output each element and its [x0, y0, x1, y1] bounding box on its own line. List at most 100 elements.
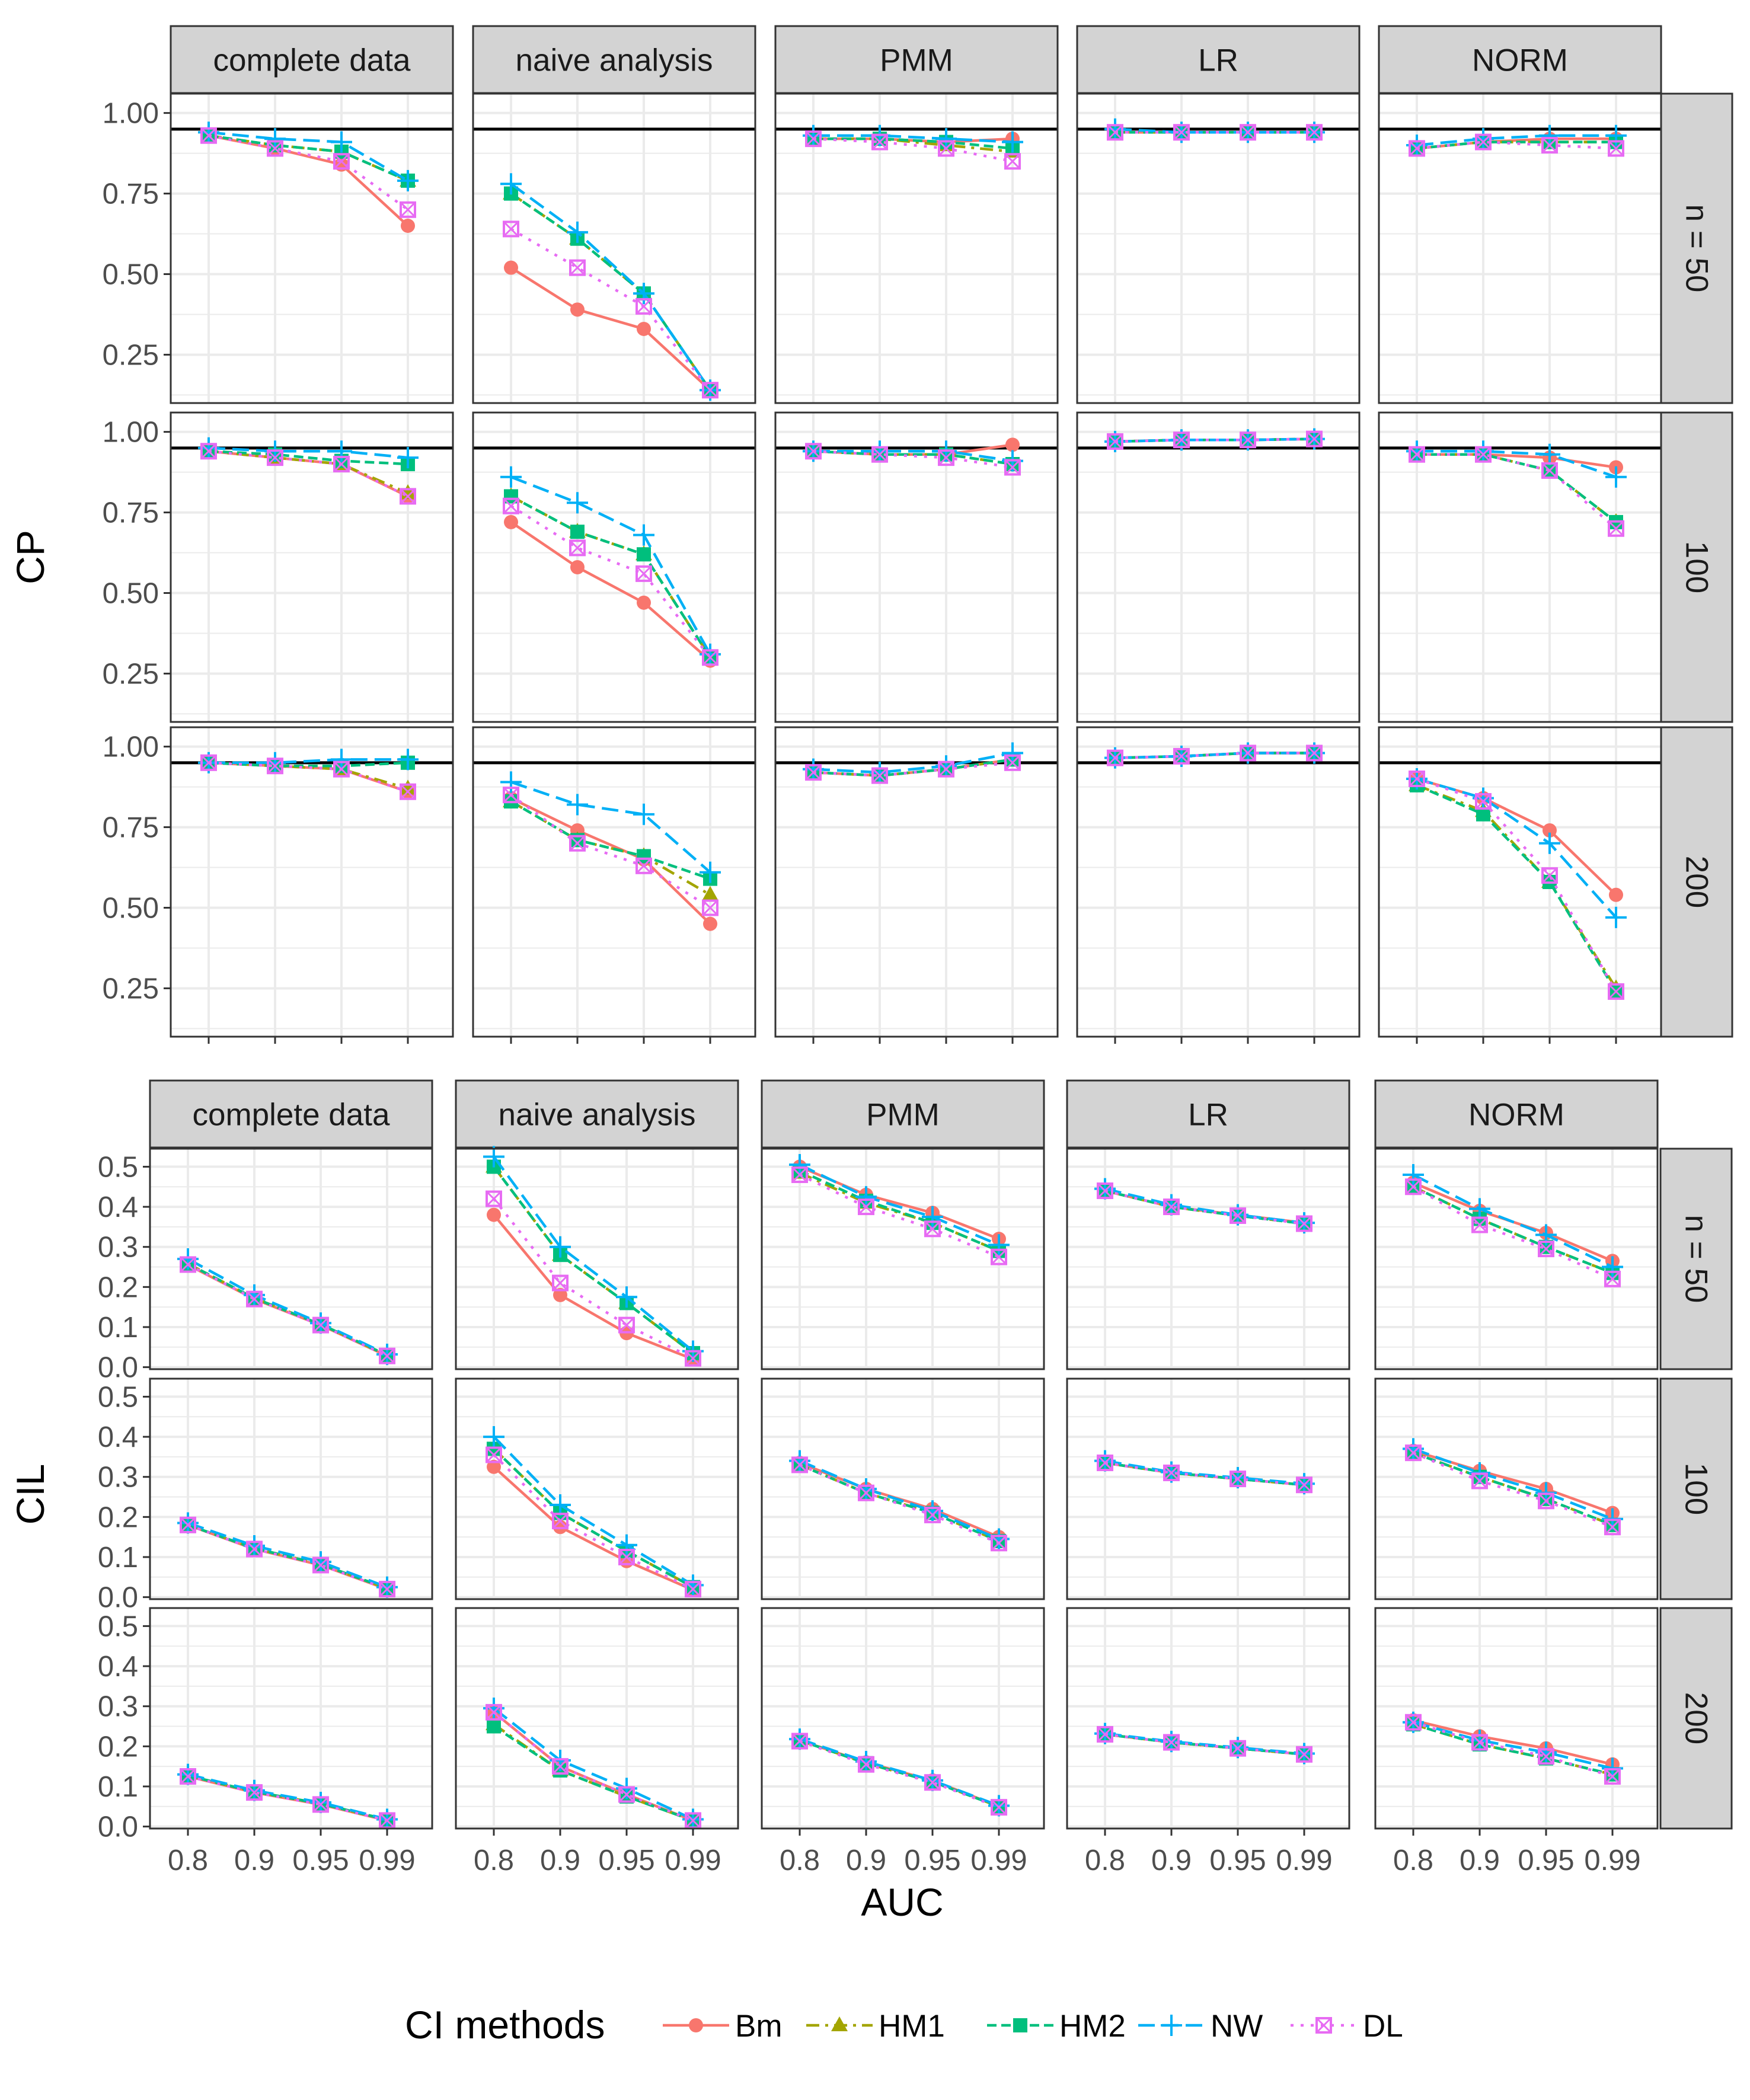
cp-panel-norm-100	[1378, 411, 1662, 723]
point-dl-0-box	[486, 1190, 502, 1207]
point-dl-2-box	[1230, 1740, 1246, 1757]
point-dl-3-box	[1604, 1270, 1621, 1287]
point-nw-3	[1002, 131, 1023, 153]
series-line-dl	[187, 1263, 388, 1357]
point-dl-1	[858, 1756, 874, 1773]
panel-border	[1378, 411, 1662, 723]
point-nw-2	[616, 1534, 637, 1556]
point-nw-2	[633, 524, 654, 546]
point-dl-3	[1608, 520, 1624, 537]
panel-background	[1077, 727, 1359, 1037]
cil-ytick-label-100-0-3: 0.3	[98, 1462, 138, 1494]
panel-border	[1374, 1377, 1659, 1600]
panel-border	[761, 1148, 1045, 1370]
point-dl-2-d2	[1541, 868, 1558, 884]
series-line-nw	[1104, 1187, 1305, 1225]
point-dl-2-box	[333, 760, 350, 778]
point-dl-1-box	[569, 835, 586, 852]
point-dl-0	[503, 220, 519, 238]
point-dl-2-box	[1541, 137, 1558, 154]
series-line-nw	[799, 1738, 999, 1807]
point-dl-0-box	[1409, 446, 1425, 463]
point-nw-3	[397, 749, 419, 771]
point-dl-3-d2	[1604, 1769, 1621, 1785]
point-dl-0-box	[503, 787, 519, 804]
point-dl-2-box	[1541, 462, 1558, 479]
point-dl-3-d2	[1296, 1477, 1312, 1493]
panel-border	[1076, 411, 1361, 723]
point-dl-1	[1475, 133, 1492, 151]
cil-xtick-label-lr-0: 0.8	[1085, 1845, 1125, 1877]
point-dl-0-d2	[791, 1457, 808, 1473]
point-dl-1-box	[858, 1756, 874, 1773]
point-dl-3-d2	[685, 1581, 701, 1597]
point-dl-0-d2	[1107, 433, 1123, 449]
panel-border	[761, 1607, 1045, 1830]
cp-panel-norm-200	[1378, 726, 1662, 1038]
point-nw-1	[1469, 1198, 1490, 1220]
series-line-nw	[1413, 1447, 1613, 1520]
point-nw-3	[397, 170, 419, 191]
cil-panel-pmm-200	[761, 1607, 1045, 1830]
point-dl-1	[871, 446, 888, 463]
point-dl-3-box	[1004, 459, 1021, 476]
point-bm-2	[637, 595, 651, 610]
point-dl-3	[1604, 1270, 1621, 1287]
cil-ytick-label-n-50-0-5: 0.5	[98, 1151, 138, 1183]
point-nw-2	[633, 803, 654, 825]
point-dl-0-box	[1097, 1182, 1113, 1200]
point-dl-2-box	[333, 456, 350, 472]
legend-key-marker-nw	[1161, 2015, 1182, 2036]
point-dl-2	[1240, 124, 1256, 141]
panel-background	[150, 1379, 432, 1599]
cp-panel-lr-100	[1076, 411, 1361, 723]
point-dl-1-box	[1173, 431, 1190, 449]
point-dl-2	[924, 1220, 941, 1238]
point-dl-2-box	[312, 1316, 329, 1334]
point-dl-1-d2	[1471, 1217, 1488, 1233]
point-nw-3	[397, 447, 419, 469]
cil-ytick-label-200-0-2: 0.2	[98, 1731, 138, 1763]
point-dl-2	[1230, 1740, 1246, 1757]
cp-strip-label-naive-analysis: naive analysis	[516, 43, 713, 78]
point-bm-0	[487, 1459, 501, 1474]
panel-background	[775, 727, 1058, 1037]
point-dl-3-d2	[400, 488, 416, 504]
series-line-nw	[1104, 1459, 1305, 1485]
point-dl-1	[552, 1758, 569, 1775]
panel-background	[762, 1608, 1044, 1829]
cp-ytick-label-100-0-25: 0.25	[103, 658, 159, 690]
point-dl-2-box	[1240, 124, 1256, 141]
point-dl-2	[636, 565, 652, 582]
panel-background	[456, 1379, 738, 1599]
panel-border	[455, 1148, 739, 1370]
point-dl-0	[503, 497, 519, 514]
point-dl-0-d2	[1409, 140, 1425, 156]
panel-border	[149, 1607, 433, 1830]
point-dl-3-box	[379, 1347, 395, 1364]
legend-item-dl: DL	[1291, 2009, 1403, 2044]
point-dl-3-d2	[702, 900, 718, 916]
cil-panel-pmm-n-50	[761, 1148, 1045, 1370]
point-dl-3	[1306, 124, 1323, 141]
point-nw-2	[1539, 443, 1560, 465]
point-dl-2-d2	[1230, 1207, 1246, 1224]
point-dl-1-box	[267, 449, 283, 466]
cil-ytick-label-200-0-4: 0.4	[98, 1651, 138, 1683]
series-line-nw	[799, 1459, 999, 1540]
cp-panel-naive-analysis-200	[472, 726, 756, 1038]
point-dl-2-d2	[636, 565, 652, 581]
cp-row-label-100: 100	[1679, 541, 1714, 593]
series-line-nw	[187, 1773, 388, 1821]
point-nw-0	[483, 1146, 504, 1168]
point-dl-1	[1471, 1734, 1488, 1751]
point-dl-0-d2	[805, 765, 822, 781]
point-dl-3	[1608, 983, 1624, 1000]
series-line-hm2	[813, 450, 1013, 466]
point-dl-1-d2	[871, 134, 888, 150]
point-nw-0	[500, 466, 522, 488]
point-dl-2	[924, 1774, 941, 1791]
point-dl-0-box	[503, 497, 519, 514]
point-dl-3-d2	[1306, 745, 1323, 761]
